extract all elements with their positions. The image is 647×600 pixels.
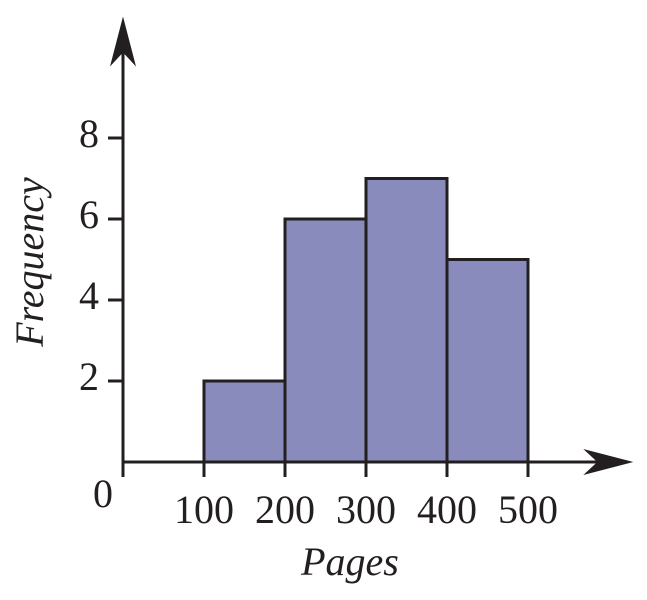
y-tick-label: 2 (79, 354, 99, 399)
x-tick-label: 200 (255, 487, 315, 532)
y-tick-label: 4 (79, 273, 99, 318)
y-axis-arrow (110, 16, 136, 67)
x-tick-label: 0 (93, 471, 113, 516)
x-axis-arrow (583, 449, 634, 475)
bar (364, 177, 449, 464)
x-tick-label: 300 (336, 487, 396, 532)
y-tick-label: 6 (79, 192, 99, 237)
bar (202, 379, 287, 464)
y-axis-title: Frequency (7, 177, 52, 348)
bar (445, 258, 530, 464)
x-tick-label: 100 (174, 487, 234, 532)
bar (283, 217, 368, 464)
x-axis-title: Pages (300, 539, 399, 584)
x-tick-label: 400 (417, 487, 477, 532)
x-tick-label: 500 (498, 487, 558, 532)
y-tick-label: 8 (79, 111, 99, 156)
